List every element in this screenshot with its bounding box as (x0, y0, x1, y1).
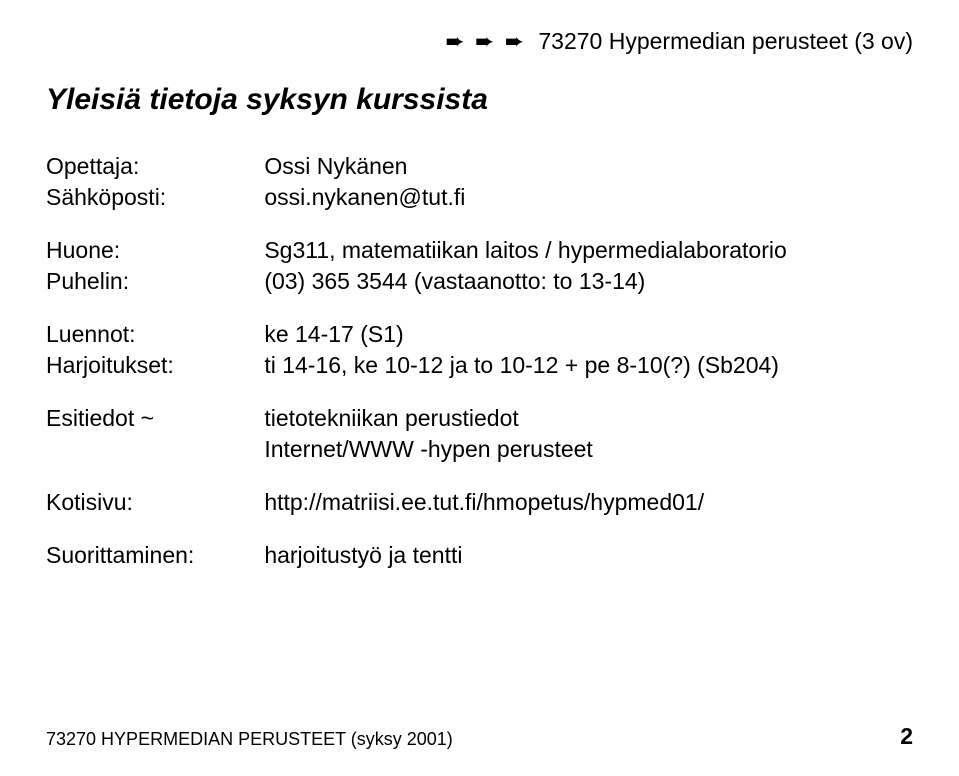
footer: 73270 HYPERMEDIAN PERUSTEET (syksy 2001)… (46, 723, 913, 750)
header-line: ➨ ➨ ➨ 73270 Hypermedian perusteet (3 ov) (46, 28, 913, 55)
label-harjoitukset: Harjoitukset: (46, 350, 264, 381)
row-esitiedot-2: Internet/WWW -hypen perusteet (46, 434, 787, 465)
value-esitiedot-2: Internet/WWW -hypen perusteet (264, 434, 786, 465)
row-suorittaminen: Suorittaminen: harjoitustyö ja tentti (46, 540, 787, 571)
row-sahkoposti: Sähköposti: ossi.nykanen@tut.fi (46, 182, 787, 213)
value-luennot: ke 14-17 (S1) (264, 319, 786, 350)
value-kotisivu: http://matriisi.ee.tut.fi/hmopetus/hypme… (264, 487, 786, 518)
row-kotisivu: Kotisivu: http://matriisi.ee.tut.fi/hmop… (46, 487, 787, 518)
label-kotisivu: Kotisivu: (46, 487, 264, 518)
page-title: Yleisiä tietoja syksyn kurssista (46, 83, 913, 117)
row-harjoitukset: Harjoitukset: ti 14-16, ke 10-12 ja to 1… (46, 350, 787, 381)
row-esitiedot-1: Esitiedot ~ tietotekniikan perustiedot (46, 403, 787, 434)
slide-page: ➨ ➨ ➨ 73270 Hypermedian perusteet (3 ov)… (0, 0, 959, 776)
label-esitiedot-blank (46, 434, 264, 465)
label-esitiedot: Esitiedot ~ (46, 403, 264, 434)
row-huone: Huone: Sg311, matematiikan laitos / hype… (46, 235, 787, 266)
row-puhelin: Puhelin: (03) 365 3544 (vastaanotto: to … (46, 266, 787, 297)
label-opettaja: Opettaja: (46, 151, 264, 182)
value-esitiedot-1: tietotekniikan perustiedot (264, 403, 786, 434)
label-luennot: Luennot: (46, 319, 264, 350)
row-opettaja: Opettaja: Ossi Nykänen (46, 151, 787, 182)
label-huone: Huone: (46, 235, 264, 266)
block-contact: Huone: Sg311, matematiikan laitos / hype… (46, 235, 787, 319)
block-teacher: Opettaja: Ossi Nykänen Sähköposti: ossi.… (46, 151, 787, 235)
page-number: 2 (900, 723, 913, 750)
block-schedule: Luennot: ke 14-17 (S1) Harjoitukset: ti … (46, 319, 787, 403)
footer-course-text: 73270 HYPERMEDIAN PERUSTEET (syksy 2001) (46, 729, 453, 750)
value-sahkoposti: ossi.nykanen@tut.fi (264, 182, 786, 213)
value-suorittaminen: harjoitustyö ja tentti (264, 540, 786, 571)
block-site: Kotisivu: http://matriisi.ee.tut.fi/hmop… (46, 487, 787, 540)
course-code-title: 73270 Hypermedian perusteet (3 ov) (538, 28, 913, 54)
block-prereq: Esitiedot ~ tietotekniikan perustiedot I… (46, 403, 787, 487)
label-puhelin: Puhelin: (46, 266, 264, 297)
value-huone: Sg311, matematiikan laitos / hypermedial… (264, 235, 786, 266)
arrow-icon: ➨ ➨ ➨ (445, 28, 526, 54)
value-opettaja: Ossi Nykänen (264, 151, 786, 182)
label-suorittaminen: Suorittaminen: (46, 540, 264, 571)
label-sahkoposti: Sähköposti: (46, 182, 264, 213)
block-completion: Suorittaminen: harjoitustyö ja tentti (46, 540, 787, 571)
row-luennot: Luennot: ke 14-17 (S1) (46, 319, 787, 350)
info-table: Opettaja: Ossi Nykänen Sähköposti: ossi.… (46, 151, 787, 571)
value-harjoitukset: ti 14-16, ke 10-12 ja to 10-12 + pe 8-10… (264, 350, 786, 381)
value-puhelin: (03) 365 3544 (vastaanotto: to 13-14) (264, 266, 786, 297)
